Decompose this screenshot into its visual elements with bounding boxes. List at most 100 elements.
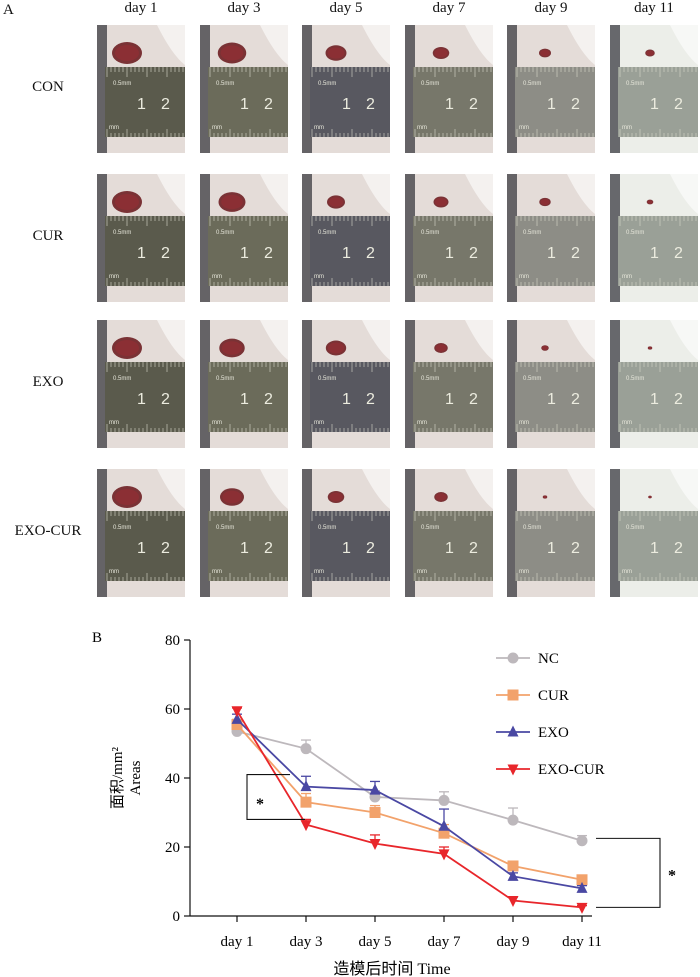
ruler-unit-label: mm — [212, 125, 222, 131]
ruler-scale-label: 0.5mm — [216, 230, 234, 236]
ruler-mark: 2 — [161, 540, 170, 557]
x-tick-label: day 11 — [562, 934, 602, 950]
ruler-mark: 1 — [650, 540, 659, 557]
legend: NC CUR EXO EXO-CUR — [496, 651, 605, 778]
ruler-mark: 1 — [445, 391, 454, 408]
column-header: day 9 — [534, 0, 568, 16]
legend-label: EXO-CUR — [538, 762, 605, 778]
y-tick-label: 80 — [165, 633, 180, 649]
ruler-mark: 1 — [445, 245, 454, 262]
row-label: EXO — [32, 374, 64, 390]
series-exo — [231, 712, 588, 893]
series-exo-cur — [231, 706, 588, 914]
significance-star: * — [256, 796, 264, 813]
wound-photo: 0.5mm 1 2 mm — [97, 320, 185, 448]
ruler-mark: 2 — [161, 245, 170, 262]
ruler-mark: 1 — [342, 96, 351, 113]
ruler-mark: 2 — [571, 245, 580, 262]
series-nc — [231, 725, 588, 847]
ruler-scale-label: 0.5mm — [421, 376, 439, 382]
y-tick-label: 20 — [165, 840, 180, 856]
ruler-scale-label: 0.5mm — [318, 81, 336, 87]
ruler-scale-label: 0.5mm — [523, 376, 541, 382]
ruler-scale-label: 0.5mm — [113, 376, 131, 382]
data-point — [438, 819, 450, 831]
ruler-unit-label: mm — [417, 125, 427, 131]
ruler-mark: 1 — [240, 245, 249, 262]
x-tick-label: day 5 — [359, 934, 392, 950]
ruler-mark: 2 — [469, 391, 478, 408]
ruler-unit-label: mm — [314, 420, 324, 426]
wound-photo: 0.5mm 1 2 mm — [200, 25, 288, 153]
ruler-mark: 2 — [366, 96, 375, 113]
legend-marker — [507, 652, 519, 664]
ruler-unit-label: mm — [212, 569, 222, 575]
ruler-scale-label: 0.5mm — [626, 81, 644, 87]
ruler-scale-label: 0.5mm — [216, 81, 234, 87]
ruler-scale-label: 0.5mm — [113, 81, 131, 87]
ruler-unit-label: mm — [109, 569, 119, 575]
ruler-mark: 2 — [571, 540, 580, 557]
ruler-mark: 2 — [571, 96, 580, 113]
row-label: CON — [32, 79, 64, 95]
significance-brackets: ** — [246, 774, 676, 908]
data-point — [300, 796, 312, 808]
ruler-mark: 2 — [264, 96, 273, 113]
ruler-mark: 1 — [342, 245, 351, 262]
ruler-mark: 2 — [366, 245, 375, 262]
legend-marker — [507, 689, 519, 701]
wound-photo: 0.5mm 1 2 mm — [610, 320, 698, 448]
wound-photo: 0.5mm 1 2 mm — [507, 174, 595, 302]
series-cur — [231, 718, 588, 886]
series-line — [236, 723, 583, 881]
ruler-unit-label: mm — [519, 125, 529, 131]
series-line — [236, 718, 583, 890]
panel-b-label: B — [92, 630, 102, 646]
ruler-unit-label: mm — [417, 274, 427, 280]
ruler-scale-label: 0.5mm — [626, 376, 644, 382]
panel-a-label: A — [3, 2, 14, 18]
ruler-scale-label: 0.5mm — [523, 230, 541, 236]
ruler-mark: 1 — [137, 391, 146, 408]
ruler-unit-label: mm — [314, 569, 324, 575]
wound-photo: 0.5mm 1 2 mm — [405, 174, 493, 302]
wound-photo: 0.5mm 1 2 mm — [302, 320, 390, 448]
ruler-mark: 1 — [240, 391, 249, 408]
ruler-unit-label: mm — [212, 420, 222, 426]
wound-photo: 0.5mm 1 2 mm — [610, 25, 698, 153]
data-point — [507, 895, 519, 907]
legend-label: CUR — [538, 688, 569, 704]
data-point — [300, 820, 312, 832]
y-axis-title-en: Areas — [128, 760, 144, 795]
wound-photo: 0.5mm 1 2 mm — [97, 469, 185, 597]
column-header: day 7 — [432, 0, 466, 16]
wound-photo: 0.5mm 1 2 mm — [610, 469, 698, 597]
ruler-scale-label: 0.5mm — [421, 81, 439, 87]
significance-bracket — [246, 774, 305, 820]
ruler-mark: 2 — [161, 96, 170, 113]
ruler-mark: 2 — [161, 391, 170, 408]
ruler-unit-label: mm — [109, 274, 119, 280]
wound-photo: 0.5mm 1 2 mm — [507, 469, 595, 597]
ruler-scale-label: 0.5mm — [626, 525, 644, 531]
ruler-unit-label: mm — [519, 274, 529, 280]
ruler-unit-label: mm — [314, 274, 324, 280]
ruler-mark: 1 — [240, 540, 249, 557]
data-point — [438, 827, 450, 839]
ruler-mark: 1 — [547, 391, 556, 408]
ruler-unit-label: mm — [417, 420, 427, 426]
ruler-mark: 2 — [469, 96, 478, 113]
ruler-mark: 2 — [469, 245, 478, 262]
data-point — [438, 794, 450, 806]
data-point — [507, 869, 519, 881]
wound-photo: 0.5mm 1 2 mm — [97, 25, 185, 153]
wound-photo: 0.5mm 1 2 mm — [200, 320, 288, 448]
ruler-mark: 1 — [137, 245, 146, 262]
ruler-unit-label: mm — [519, 420, 529, 426]
data-point — [369, 839, 381, 851]
wound-photo: 0.5mm 1 2 mm — [405, 469, 493, 597]
ruler-unit-label: mm — [622, 274, 632, 280]
wound-photo: 0.5mm 1 2 mm — [610, 174, 698, 302]
data-point — [369, 807, 381, 818]
y-axis-title-cn: 面积/mm² — [109, 746, 126, 809]
